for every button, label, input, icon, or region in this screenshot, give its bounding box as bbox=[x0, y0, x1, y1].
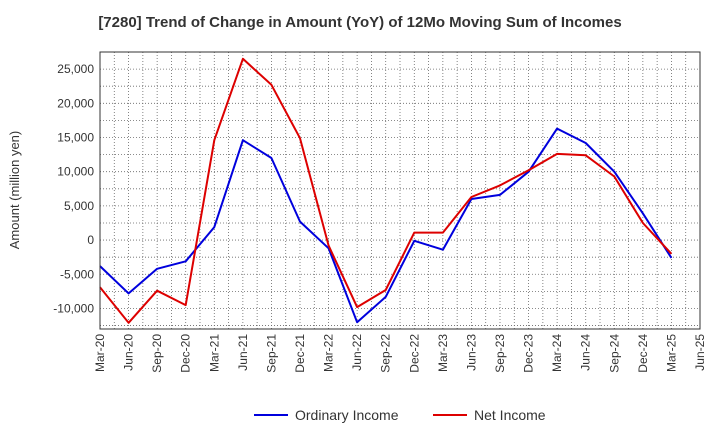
y-tick-label: 0 bbox=[87, 233, 94, 247]
series-line-1 bbox=[99, 57, 673, 324]
x-tick-label: Jun-25 bbox=[693, 334, 707, 371]
x-tick-label: Dec-20 bbox=[179, 334, 193, 373]
y-axis-ticks: -10,000 -5,000 0 5,000 10,000 15,000 20,000 25,… bbox=[53, 62, 94, 315]
x-tick-label: Mar-21 bbox=[207, 334, 221, 372]
y-tick-label: 20,000 bbox=[57, 96, 94, 110]
y-tick-label: -10,000 bbox=[53, 301, 94, 315]
y-tick-label: 5,000 bbox=[64, 199, 94, 213]
y-tick-label: 10,000 bbox=[57, 165, 94, 179]
x-tick-label: Dec-23 bbox=[522, 334, 536, 373]
legend: Ordinary Income Net Income bbox=[254, 407, 546, 423]
legend-label: Net Income bbox=[474, 407, 546, 423]
x-tick-label: Mar-24 bbox=[550, 334, 564, 372]
x-tick-label: Mar-23 bbox=[436, 334, 450, 372]
x-tick-label: Jun-20 bbox=[122, 334, 136, 371]
legend-label: Ordinary Income bbox=[295, 407, 399, 423]
x-tick-label: Sep-24 bbox=[607, 334, 621, 373]
x-tick-label: Mar-20 bbox=[93, 334, 107, 372]
x-tick-label: Dec-24 bbox=[636, 334, 650, 373]
x-tick-label: Sep-23 bbox=[493, 334, 507, 373]
x-tick-label: Sep-20 bbox=[150, 334, 164, 373]
x-tick-label: Jun-24 bbox=[579, 334, 593, 371]
x-tick-label: Jun-22 bbox=[350, 334, 364, 371]
x-tick-label: Mar-22 bbox=[322, 334, 336, 372]
x-tick-label: Jun-23 bbox=[464, 334, 478, 371]
y-axis-label: Amount (million yen) bbox=[7, 131, 22, 250]
y-tick-label: 15,000 bbox=[57, 130, 94, 144]
series-lines bbox=[99, 57, 673, 324]
grid-lines bbox=[100, 52, 700, 329]
x-tick-label: Jun-21 bbox=[236, 334, 250, 371]
x-tick-label: Dec-22 bbox=[407, 334, 421, 373]
x-tick-label: Mar-25 bbox=[664, 334, 678, 372]
x-axis-ticks: Mar-20 Jun-20 Sep-20 Dec-20 Mar-21 Jun-21 Sep-… bbox=[93, 334, 707, 373]
y-tick-label: 25,000 bbox=[57, 62, 94, 76]
plot-border bbox=[99, 51, 701, 330]
x-tick-label: Sep-21 bbox=[264, 334, 278, 373]
chart-title: [7280] Trend of Change in Amount (YoY) o… bbox=[98, 14, 622, 31]
x-tick-label: Sep-22 bbox=[379, 334, 393, 373]
x-tick-label: Dec-21 bbox=[293, 334, 307, 373]
y-tick-label: -5,000 bbox=[60, 267, 94, 281]
